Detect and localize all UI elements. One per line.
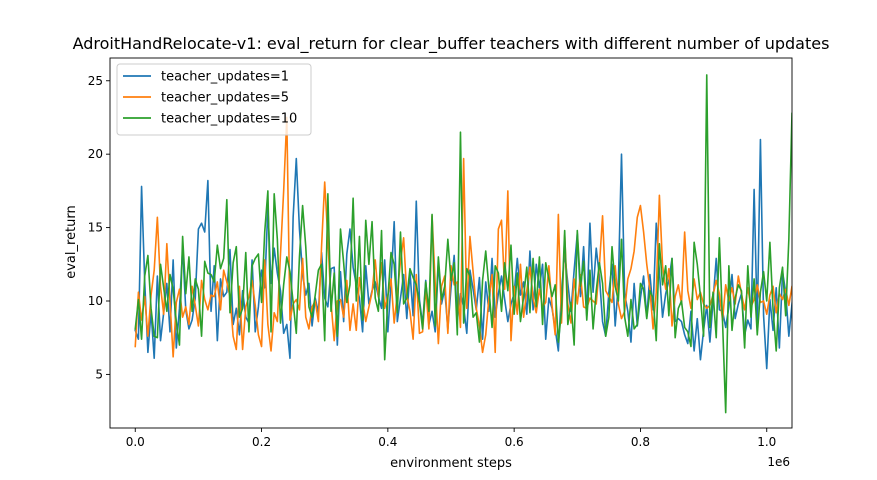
y-tick-label: 15 <box>88 221 103 235</box>
legend-label: teacher_updates=1 <box>161 70 289 85</box>
legend: teacher_updates=1 teacher_updates=5teache… <box>116 63 312 136</box>
x-tick-label: 1.0 <box>757 435 776 449</box>
x-tick-label: 0.8 <box>631 435 650 449</box>
x-tick-label: 0.0 <box>126 435 145 449</box>
x-axis-label: environment steps <box>390 456 512 471</box>
legend-label: teacher_updates=10 <box>161 112 297 127</box>
x-tick-label: 0.2 <box>252 435 271 449</box>
y-tick-label: 5 <box>95 367 103 381</box>
plot-area: 0.0 0.2 0.4 0.6 0.8 1.0 5 10 15 20 25 teacher_updat… <box>88 57 793 449</box>
x-tick-label: 0.4 <box>378 435 397 449</box>
legend-box <box>116 63 312 136</box>
legend-label: teacher_updates=5 <box>161 91 289 106</box>
y-tick-label: 10 <box>88 294 103 308</box>
x-tick-label: 0.6 <box>505 435 524 449</box>
plot-frame <box>109 57 793 429</box>
series-lines <box>134 74 792 414</box>
y-tick-label: 25 <box>88 74 103 88</box>
x-axis-offset-label: 1e6 <box>767 455 790 469</box>
series-line-3 <box>134 74 792 414</box>
y-tick-label: 20 <box>88 147 103 161</box>
chart-title: AdroitHandRelocate-v1: eval_return for c… <box>73 34 830 54</box>
y-axis-label: eval_return <box>64 205 79 279</box>
